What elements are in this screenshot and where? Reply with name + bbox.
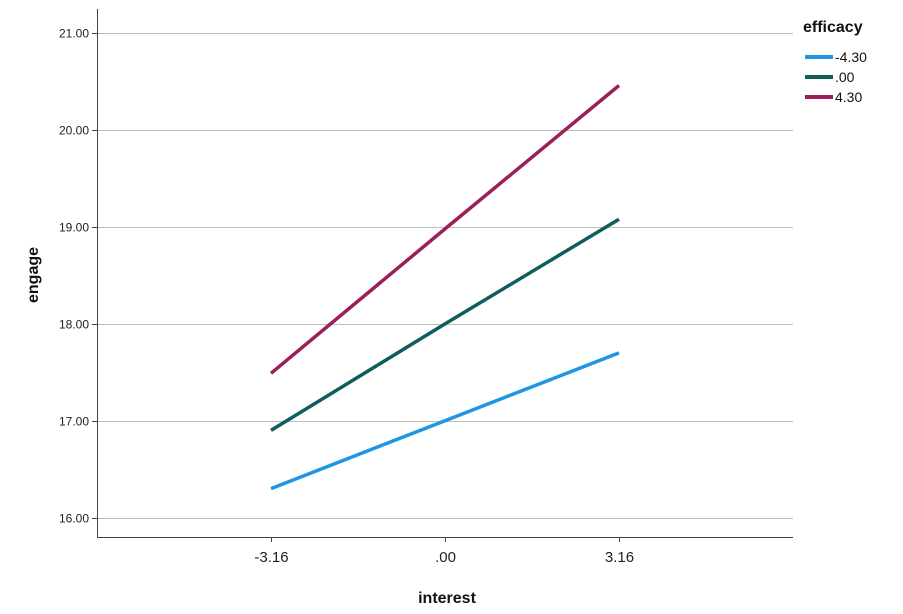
x-tick-label: -3.16 bbox=[254, 549, 288, 566]
y-tick-label: 17.00 bbox=[59, 415, 89, 429]
y-tick-label: 16.00 bbox=[59, 512, 89, 526]
x-tick-label: 3.16 bbox=[605, 549, 634, 566]
legend-label: -4.30 bbox=[835, 49, 867, 65]
y-tick-label: 20.00 bbox=[59, 124, 89, 138]
legend-label: 4.30 bbox=[835, 89, 862, 105]
x-axis-title: interest bbox=[418, 590, 476, 607]
x-tick-label: .00 bbox=[435, 549, 456, 566]
y-tick-label: 18.00 bbox=[59, 318, 89, 332]
legend-title: efficacy bbox=[803, 19, 863, 36]
y-tick-label: 21.00 bbox=[59, 27, 89, 41]
gridlines bbox=[97, 33, 793, 519]
y-tick-label: 19.00 bbox=[59, 221, 89, 235]
series-line-4.30 bbox=[269, 84, 621, 375]
legend: efficacy -4.30 .00 4.30 bbox=[803, 19, 867, 105]
legend-label: .00 bbox=[835, 69, 855, 85]
y-axis-title: engage bbox=[25, 247, 42, 303]
series-lines bbox=[269, 84, 621, 491]
x-tick-labels: -3.16 .00 3.16 bbox=[254, 549, 634, 566]
legend-items: -4.30 .00 4.30 bbox=[805, 49, 867, 105]
axes bbox=[92, 9, 793, 542]
y-tick-labels: 16.00 17.00 18.00 19.00 20.00 21.00 bbox=[59, 27, 89, 526]
series-line--4.30 bbox=[270, 351, 620, 491]
